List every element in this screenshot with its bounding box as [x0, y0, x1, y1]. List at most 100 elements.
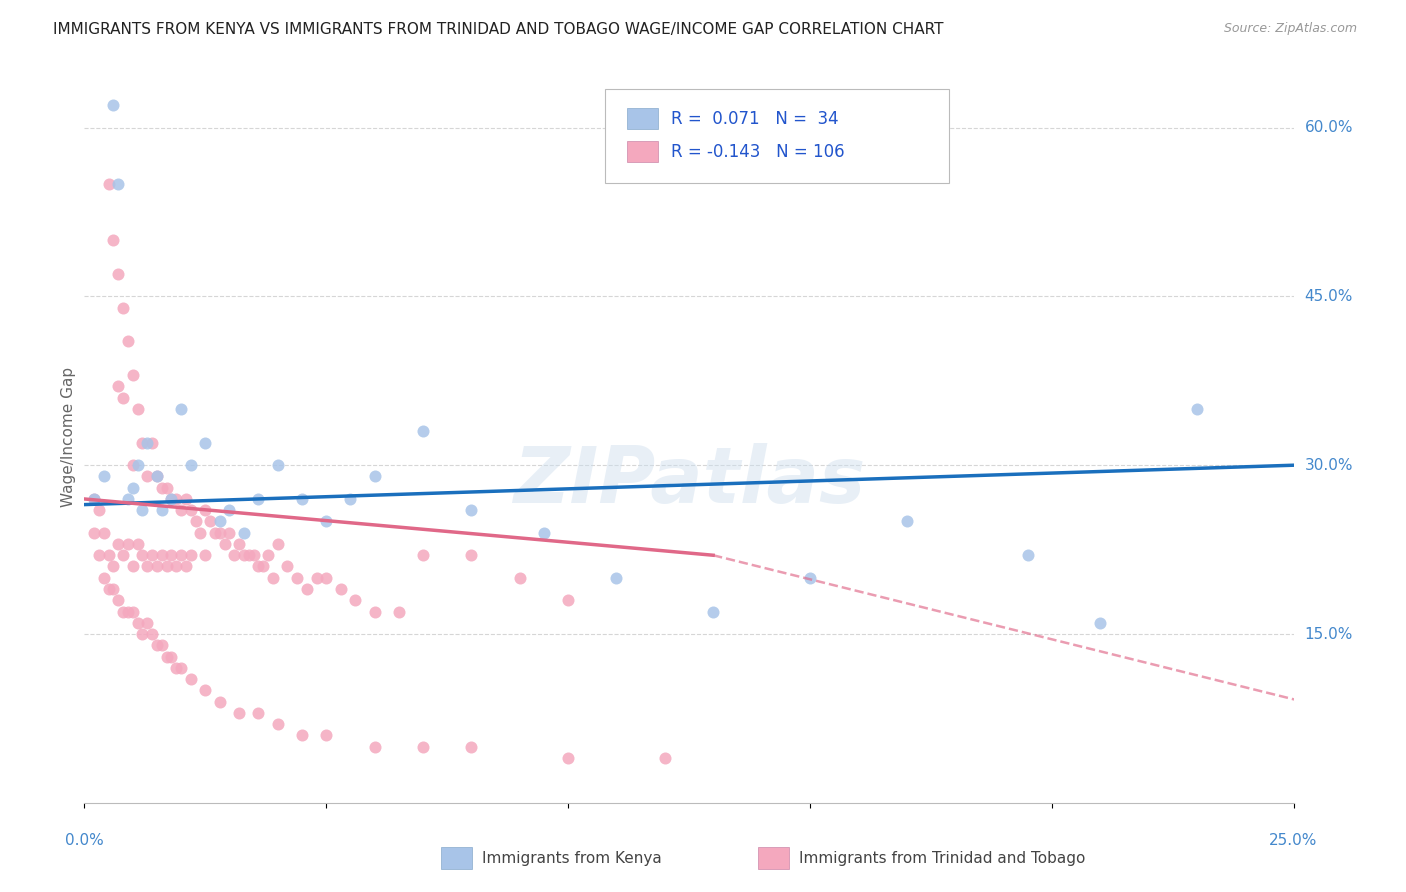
Point	[97, 582, 120, 596]
Point	[93, 525, 115, 540]
Point	[141, 627, 163, 641]
Point	[799, 571, 821, 585]
Point	[136, 615, 159, 630]
Point	[121, 368, 143, 383]
Point	[305, 571, 328, 585]
Y-axis label: Wage/Income Gap: Wage/Income Gap	[60, 367, 76, 508]
Point	[257, 548, 280, 562]
Point	[262, 571, 284, 585]
Point	[87, 503, 110, 517]
Point	[238, 548, 260, 562]
Point	[136, 435, 159, 450]
Point	[93, 571, 115, 585]
Text: ZIPatlas: ZIPatlas	[513, 443, 865, 519]
Text: Immigrants from Trinidad and Tobago: Immigrants from Trinidad and Tobago	[799, 851, 1085, 865]
Point	[194, 548, 217, 562]
Point	[267, 537, 290, 551]
Point	[180, 503, 202, 517]
Text: R =  0.071   N =  34: R = 0.071 N = 34	[671, 110, 838, 128]
Point	[127, 615, 149, 630]
Point	[339, 491, 361, 506]
Point	[165, 661, 187, 675]
Point	[315, 571, 337, 585]
Text: IMMIGRANTS FROM KENYA VS IMMIGRANTS FROM TRINIDAD AND TOBAGO WAGE/INCOME GAP COR: IMMIGRANTS FROM KENYA VS IMMIGRANTS FROM…	[53, 22, 943, 37]
Text: R = -0.143   N = 106: R = -0.143 N = 106	[671, 143, 844, 161]
Point	[460, 548, 482, 562]
Point	[160, 491, 183, 506]
Point	[170, 503, 193, 517]
Point	[117, 537, 139, 551]
Point	[103, 559, 125, 574]
Point	[121, 481, 143, 495]
Point	[533, 525, 555, 540]
Point	[107, 379, 129, 393]
Point	[242, 548, 264, 562]
Point	[218, 525, 240, 540]
Point	[291, 728, 314, 742]
Point	[107, 537, 129, 551]
Point	[702, 605, 724, 619]
Point	[174, 559, 197, 574]
Text: Source: ZipAtlas.com: Source: ZipAtlas.com	[1223, 22, 1357, 36]
Point	[150, 503, 173, 517]
Point	[228, 706, 250, 720]
Point	[460, 503, 482, 517]
Point	[97, 548, 120, 562]
Point	[127, 537, 149, 551]
Point	[896, 515, 918, 529]
Point	[117, 605, 139, 619]
Point	[107, 593, 129, 607]
Point	[121, 559, 143, 574]
Point	[329, 582, 352, 596]
Point	[214, 537, 236, 551]
Point	[155, 481, 177, 495]
Point	[654, 751, 676, 765]
Point	[160, 491, 183, 506]
Text: 15.0%: 15.0%	[1305, 626, 1353, 641]
Point	[363, 739, 385, 754]
Point	[170, 661, 193, 675]
Text: 25.0%: 25.0%	[1270, 833, 1317, 848]
Point	[267, 458, 290, 473]
Point	[112, 605, 135, 619]
Point	[184, 515, 207, 529]
Point	[198, 515, 221, 529]
Point	[131, 627, 153, 641]
Point	[141, 548, 163, 562]
Point	[315, 515, 337, 529]
Point	[509, 571, 531, 585]
Point	[204, 525, 226, 540]
Point	[460, 739, 482, 754]
Point	[121, 605, 143, 619]
Point	[117, 491, 139, 506]
Point	[218, 503, 240, 517]
Point	[131, 503, 153, 517]
Point	[344, 593, 367, 607]
Point	[160, 649, 183, 664]
Point	[146, 469, 169, 483]
Point	[247, 706, 270, 720]
Point	[208, 525, 231, 540]
Point	[208, 515, 231, 529]
Point	[131, 435, 153, 450]
Point	[146, 469, 169, 483]
Point	[136, 469, 159, 483]
Point	[233, 548, 256, 562]
Point	[194, 683, 217, 698]
Point	[557, 593, 579, 607]
Point	[103, 98, 125, 112]
Point	[97, 177, 120, 191]
Point	[291, 491, 314, 506]
Point	[83, 491, 105, 506]
Point	[127, 401, 149, 416]
Text: 0.0%: 0.0%	[65, 833, 104, 848]
Point	[315, 728, 337, 742]
Point	[155, 649, 177, 664]
Point	[228, 537, 250, 551]
Point	[155, 559, 177, 574]
Point	[174, 491, 197, 506]
Text: 45.0%: 45.0%	[1305, 289, 1353, 304]
Point	[1017, 548, 1039, 562]
Point	[150, 548, 173, 562]
Point	[605, 571, 627, 585]
